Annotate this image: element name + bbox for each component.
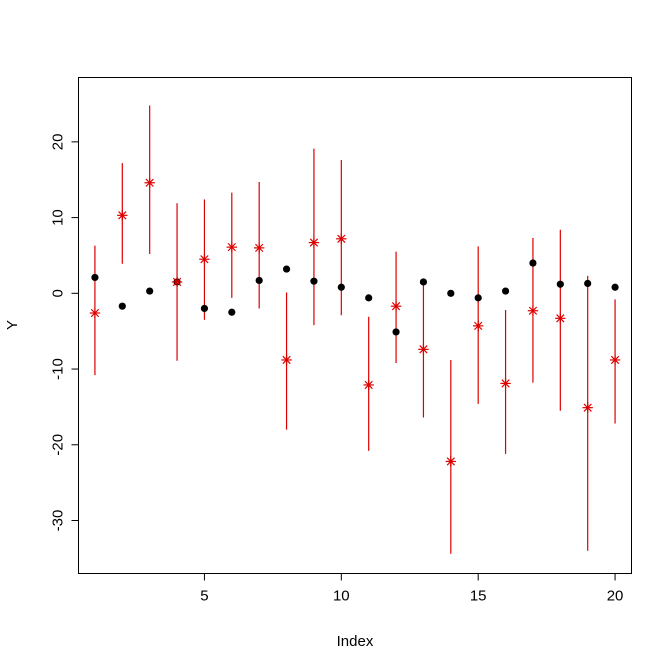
estimate-series [89,177,621,467]
estimate-point [226,241,238,253]
data-point [556,280,564,288]
error-bars [94,105,616,554]
data-point [392,328,400,336]
estimate-point [418,344,429,355]
y-tick-label: 10 [50,209,67,226]
plot-frame [78,77,632,574]
estimate-point [445,456,457,467]
estimate-point [117,210,128,221]
data-point [529,259,537,267]
data-point [584,279,592,288]
estimate-point [390,300,402,312]
data-point [501,287,510,295]
data-point [255,276,263,285]
y-axis: -30 -20 -10 0 10 20 [50,134,79,532]
estimate-point [555,313,566,324]
estimate-point [609,354,621,366]
x-tick-label: 20 [607,588,624,605]
estimate-point [308,237,320,248]
data-point [365,294,373,302]
estimate-point [253,242,265,254]
data-point [228,308,236,316]
y-tick-label: 20 [50,134,67,151]
y-tick-label: -10 [50,358,67,380]
x-tick-label: 5 [200,588,208,605]
estimate-point [144,177,155,188]
x-tick-label: 15 [470,588,487,605]
estimate-point [527,305,539,316]
data-point [474,294,482,302]
data-point [419,278,428,286]
estimate-point [500,378,511,389]
estimate-point [582,402,593,413]
data-point [611,283,619,291]
data-point [118,302,126,310]
estimate-point [89,307,101,319]
data-point [447,289,455,297]
point-series [91,259,619,336]
data-point [91,273,99,282]
estimate-point [171,276,183,288]
x-axis: 5 10 15 20 [200,573,624,605]
estimate-point [472,320,484,332]
data-point [337,283,345,291]
y-tick-label: -30 [50,510,67,532]
estimate-point [363,379,374,391]
estimate-point [336,233,347,244]
estimate-point [281,354,292,366]
data-point [282,265,291,273]
x-tick-label: 10 [333,588,350,605]
y-axis-title: Y [4,320,21,330]
y-tick-label: -20 [50,434,67,456]
data-point [146,287,154,295]
y-tick-label: 0 [50,289,67,297]
estimate-point [199,254,210,265]
data-point [200,304,209,313]
x-axis-title: Index [337,633,374,650]
data-point [310,277,318,285]
